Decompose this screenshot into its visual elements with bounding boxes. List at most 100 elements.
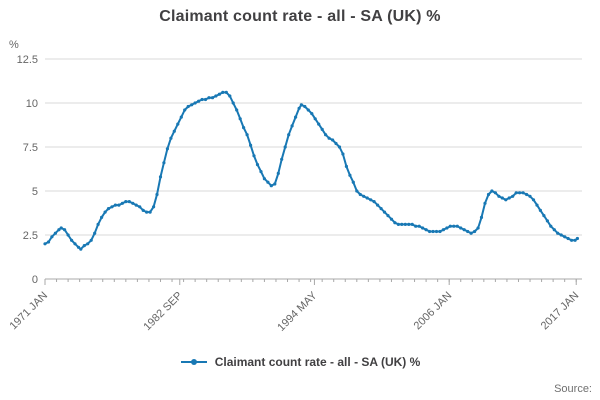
y-tick-label: 10	[26, 98, 38, 110]
series-point	[231, 101, 235, 105]
series-point	[448, 224, 452, 228]
series-point	[127, 200, 131, 204]
series-point	[344, 164, 348, 168]
series-point	[138, 205, 142, 209]
series-point	[573, 238, 577, 242]
series-point	[176, 122, 180, 126]
series-point	[249, 143, 253, 147]
series-point	[431, 229, 435, 234]
series-point	[552, 228, 556, 232]
series-point	[100, 215, 104, 219]
series-point	[379, 207, 383, 211]
series-point	[43, 242, 47, 246]
x-tick-label: 2017 JAN	[539, 290, 582, 333]
series-point	[46, 240, 51, 244]
series-point	[141, 208, 145, 212]
series-point	[266, 180, 270, 184]
series-point	[511, 194, 515, 198]
series-point	[386, 214, 390, 218]
series-point	[479, 215, 484, 219]
series-point	[110, 205, 114, 209]
series-point	[299, 103, 303, 107]
series-point	[224, 90, 228, 94]
series-point	[358, 192, 362, 197]
series-point	[334, 141, 338, 146]
y-tick-label: 12.5	[17, 54, 38, 66]
series-point	[93, 231, 97, 235]
series-point	[290, 124, 294, 128]
series-point	[203, 97, 208, 102]
series-point	[500, 196, 504, 200]
series-point	[200, 97, 204, 102]
series-point	[131, 201, 135, 205]
series-point	[504, 198, 508, 202]
series-point	[152, 205, 156, 209]
series-point	[348, 173, 352, 177]
series-point	[169, 136, 173, 140]
series-point	[252, 154, 256, 158]
claimant-count-line-chart: % 0 2.5 5 7.5 10 12.5 1971 JAN 1982 SEP 1994 MAY 2…	[7, 39, 582, 334]
series-point	[525, 192, 529, 197]
series-point	[197, 99, 201, 103]
series-point	[96, 222, 100, 226]
series-point	[372, 200, 376, 204]
series-point	[162, 161, 166, 165]
series-point	[259, 170, 263, 174]
series-point	[490, 189, 494, 193]
series-point	[172, 129, 176, 133]
series-point	[103, 210, 107, 214]
series-point	[145, 210, 149, 214]
y-axis-unit-label: %	[9, 39, 19, 51]
series-point	[407, 222, 411, 226]
series-point	[63, 228, 67, 232]
y-tick-label: 0	[32, 274, 38, 286]
series-point	[70, 238, 74, 242]
series-point	[365, 196, 369, 200]
series-point	[82, 244, 86, 248]
series-point	[542, 214, 546, 218]
series-point	[417, 224, 421, 228]
series-point	[445, 226, 449, 230]
series-point	[134, 203, 138, 207]
y-tick-label: 2.5	[23, 230, 38, 242]
series-point	[117, 203, 121, 207]
series-point	[473, 229, 477, 234]
x-tick-label: 2006 JAN	[412, 290, 455, 333]
x-tick-label: 1971 JAN	[7, 290, 50, 333]
series-point	[396, 222, 400, 226]
series-point	[369, 198, 373, 202]
series-point	[376, 203, 380, 207]
series-point	[476, 226, 480, 230]
series-point	[424, 228, 428, 232]
series-point	[262, 177, 266, 181]
series-point	[238, 117, 242, 121]
series-point	[320, 127, 324, 131]
series-point	[59, 226, 63, 230]
series-point	[545, 219, 550, 223]
series-point	[57, 228, 61, 232]
series-point	[452, 224, 456, 228]
x-tick-label: 1982 SEP	[141, 290, 185, 334]
series-point	[518, 191, 522, 195]
series-point	[575, 236, 580, 241]
series-point	[148, 210, 152, 214]
series-point	[86, 242, 90, 246]
series-point	[280, 157, 284, 161]
series-point	[190, 103, 194, 107]
series-point	[497, 194, 501, 198]
series-point	[76, 245, 81, 249]
series-point	[228, 94, 232, 98]
series-point	[287, 133, 291, 137]
series-point	[441, 228, 445, 232]
series-point	[313, 117, 317, 121]
series-point	[120, 201, 124, 205]
series-point	[428, 229, 432, 234]
series-point	[469, 231, 473, 235]
series-point	[193, 101, 197, 105]
series-point	[269, 184, 273, 188]
series-point	[535, 203, 539, 207]
source-label: Source:	[554, 383, 592, 395]
series-point	[486, 192, 491, 197]
series-point	[214, 94, 218, 98]
series-point	[483, 201, 487, 205]
